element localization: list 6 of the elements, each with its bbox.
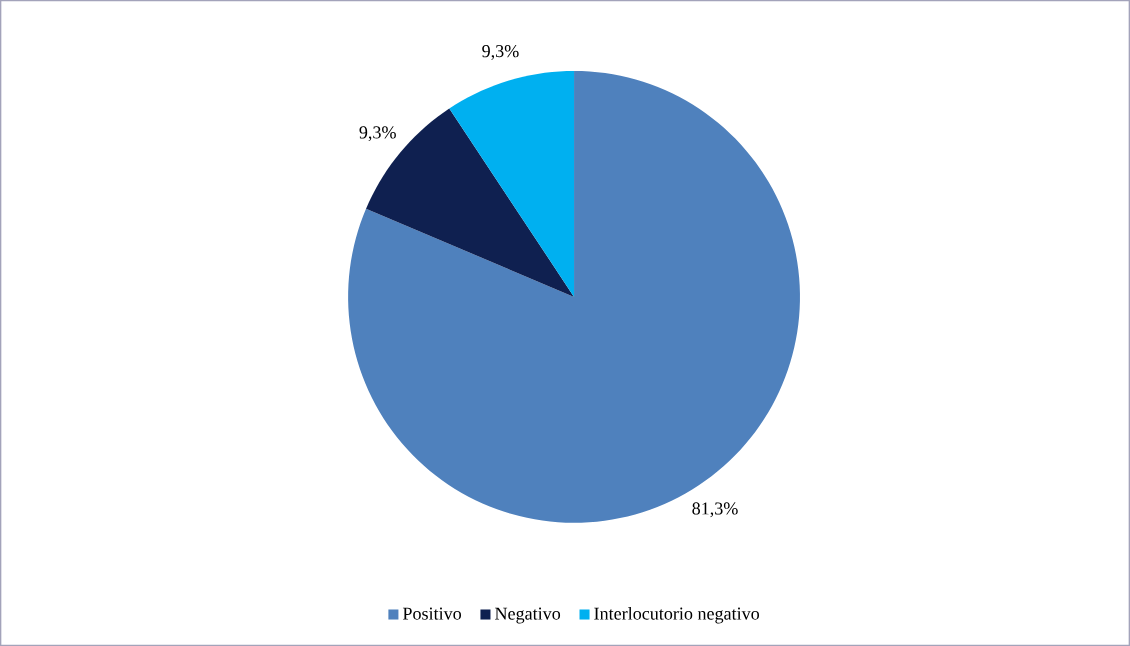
- data-label: 9,3%: [359, 126, 396, 142]
- data-label: 9,3%: [482, 45, 519, 60]
- data-label: 81,3%: [692, 502, 738, 518]
- legend-label: Positivo: [402, 607, 462, 620]
- legend-label: Interlocutorio negativo: [594, 606, 760, 624]
- legend-label: Negativo: [495, 607, 561, 624]
